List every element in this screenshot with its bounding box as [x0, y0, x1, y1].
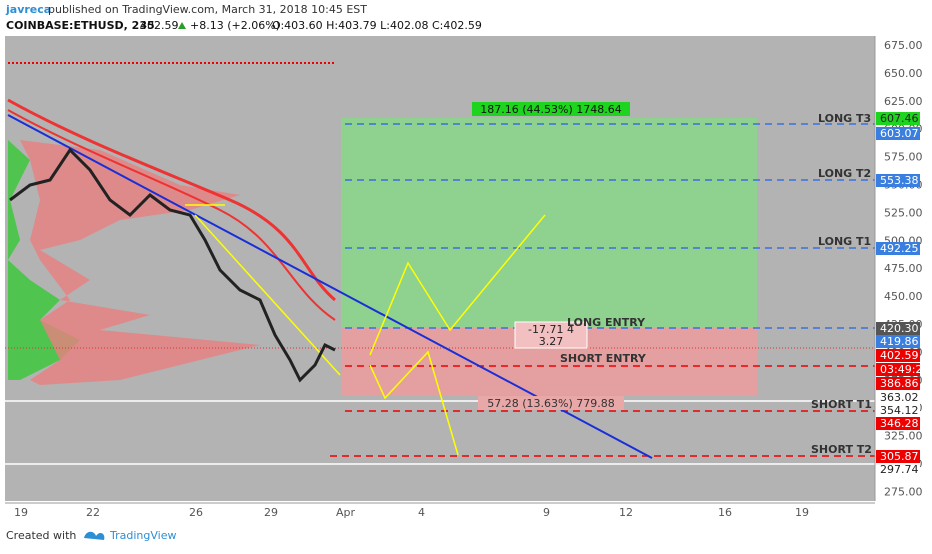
- logo: [84, 531, 105, 540]
- label: SHORT T1: [811, 398, 872, 411]
- header: javreca published on TradingView.com, Ma…: [5, 3, 482, 32]
- time-tick: 29: [264, 506, 278, 519]
- brand[interactable]: TradingView: [109, 529, 176, 542]
- label: SHORT ENTRY: [560, 352, 647, 365]
- price-tick: 625.00: [884, 95, 923, 108]
- price-tick: 275.00: [884, 485, 923, 498]
- time-tick: 22: [86, 506, 100, 519]
- label: LONG T2: [818, 167, 871, 180]
- ohlc: O:403.60 H:403.79 L:402.08 C:402.59: [272, 19, 482, 32]
- time-tick: Apr: [336, 506, 356, 519]
- change: +8.13 (+2.06%): [190, 19, 280, 32]
- short-box-text: 57.28 (13.63%) 779.88: [487, 397, 615, 410]
- price-label: 354.12: [880, 404, 919, 417]
- price-label: 492.25: [880, 242, 919, 255]
- mid-box: [514, 321, 588, 349]
- mid-box-text: -17.71 4: [528, 323, 574, 336]
- price-label-box: [876, 335, 920, 348]
- symbol: COINBASE:ETHUSD, 235: [6, 19, 155, 32]
- price-label-box: [876, 322, 920, 335]
- short-box: [478, 396, 624, 410]
- price-label-box: [876, 242, 920, 255]
- price-label-box: [876, 377, 920, 390]
- time-tick: 9: [543, 506, 550, 519]
- price-tick: 475.00: [884, 262, 923, 275]
- price-label: 386.86: [880, 377, 919, 390]
- price-tick: 675.00: [884, 39, 923, 52]
- price-label-box: [876, 127, 920, 140]
- price-label: 402.59: [880, 349, 919, 362]
- label: LONG ENTRY: [567, 316, 646, 329]
- price-tick: 650.00: [884, 67, 923, 80]
- up-arrow: [178, 22, 186, 29]
- price-tick: 450.00: [884, 290, 923, 303]
- ma-red-2: [7, 109, 336, 321]
- price-label: 553.38: [880, 174, 919, 187]
- price-tick: 575.00: [884, 151, 923, 164]
- price-label-box: [876, 417, 920, 430]
- time-tick: 26: [189, 506, 203, 519]
- price-tick: 525.00: [884, 206, 923, 219]
- time-tick: 4: [418, 506, 425, 519]
- ma-red: [7, 98, 336, 302]
- long-box: [472, 102, 630, 116]
- user[interactable]: javreca: [5, 3, 51, 16]
- price-label: 297.74: [880, 463, 919, 476]
- price-label-box: [876, 174, 920, 187]
- price-label-box: [876, 112, 920, 125]
- long-box-text: 187.16 (44.53%) 1748.64: [480, 103, 622, 116]
- price-label: 363.02: [880, 391, 919, 404]
- price-label-box: [876, 363, 920, 376]
- published: published on TradingView.com, March 31, …: [48, 3, 367, 16]
- price-label: 305.87: [880, 450, 919, 463]
- last-price: 402.59: [140, 19, 179, 32]
- time-tick: 16: [718, 506, 732, 519]
- price-label: 603.07: [880, 127, 919, 140]
- created: Created with: [6, 529, 76, 542]
- volume-profile-green: [8, 140, 80, 380]
- price-label-box: [876, 391, 920, 404]
- footer: Created with TradingView: [6, 529, 176, 542]
- price-label-box: [876, 404, 920, 417]
- price-tick: 325.00: [884, 430, 923, 443]
- label: LONG T3: [818, 112, 871, 125]
- price-label: 607.46: [880, 112, 919, 125]
- projection-arrows: [369, 214, 546, 456]
- label: SHORT T2: [811, 443, 872, 456]
- price-label-box: [876, 450, 920, 463]
- levels: [330, 123, 875, 457]
- level-labels: LONG T3 LONG T2 LONG T1 LONG ENTRY SHORT…: [560, 112, 872, 456]
- price-label: 346.28: [880, 417, 919, 430]
- price-label-box: [876, 463, 920, 476]
- price-label-box: [876, 349, 920, 362]
- price-label: 419.86: [880, 335, 919, 348]
- price-candles: [9, 147, 336, 383]
- label: LONG T1: [818, 235, 871, 248]
- price-label: 420.30: [880, 322, 919, 335]
- time-tick: 19: [795, 506, 809, 519]
- long-zone: [341, 118, 757, 328]
- trend-yellow: [194, 214, 341, 376]
- mid-box-text: 3.27: [539, 335, 564, 348]
- time-tick: 19: [14, 506, 28, 519]
- time-tick: 12: [619, 506, 633, 519]
- price-label: 03:49:21: [880, 363, 929, 376]
